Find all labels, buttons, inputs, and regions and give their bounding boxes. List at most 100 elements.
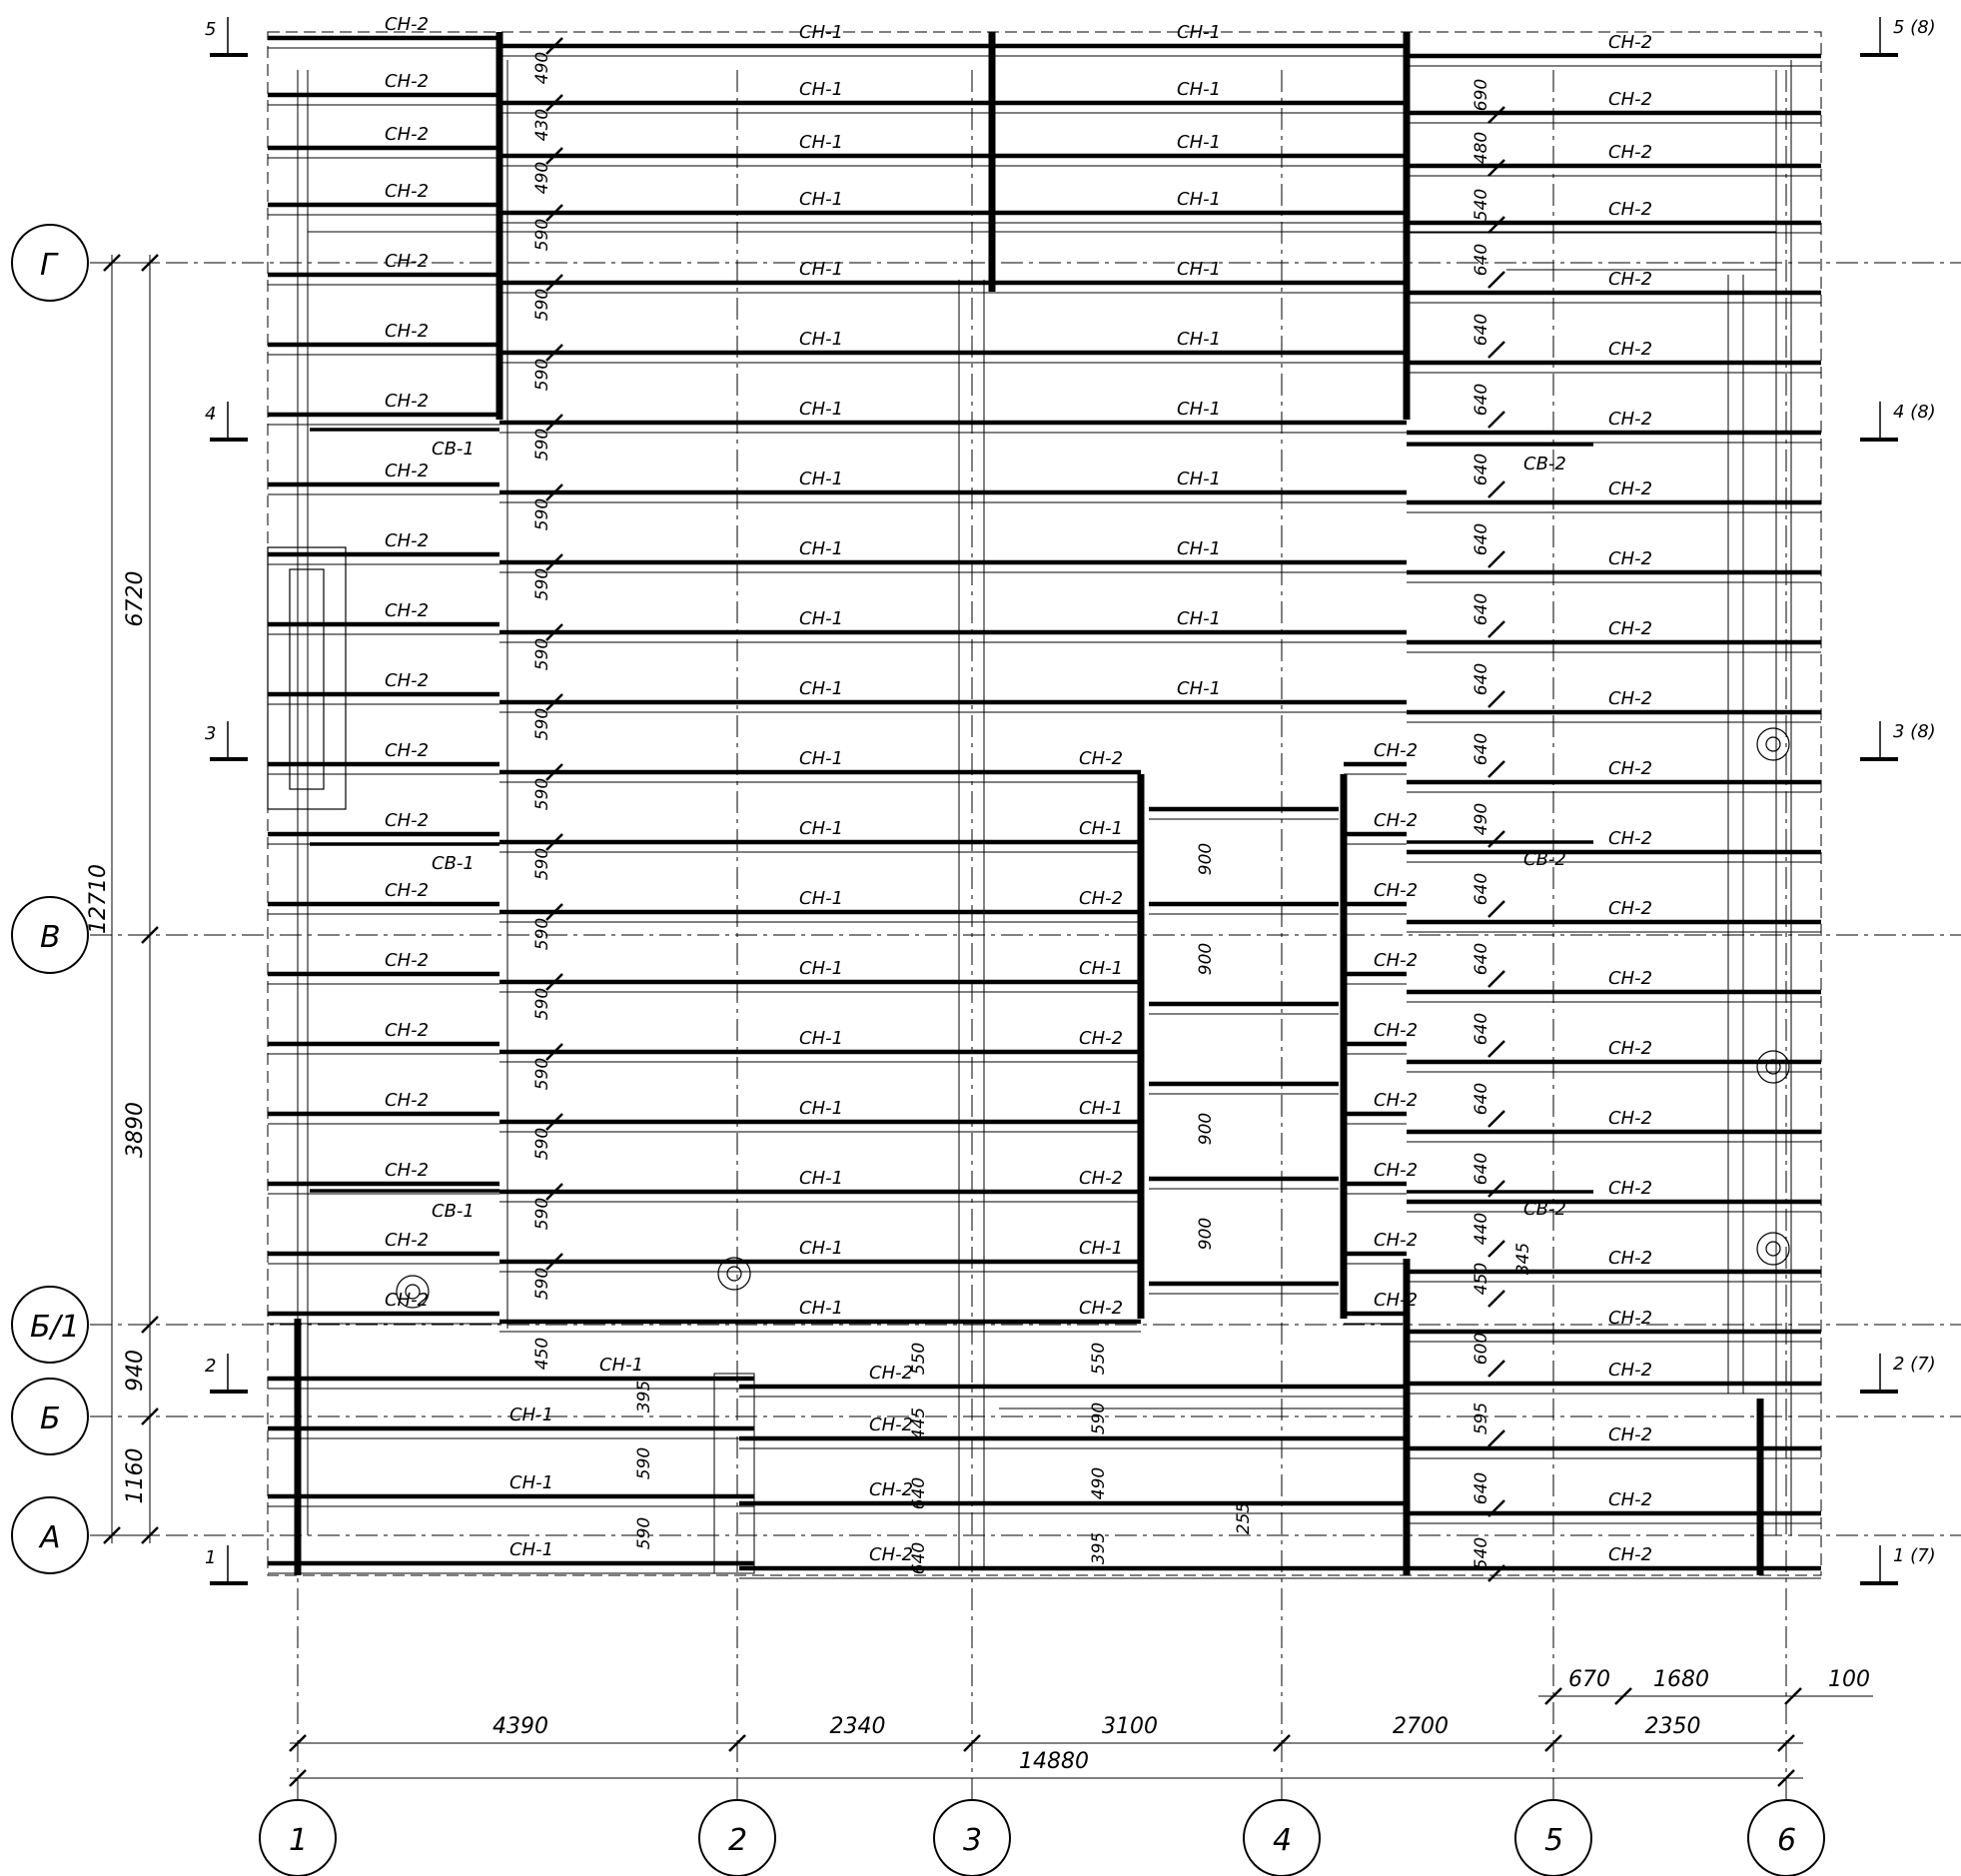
section-label-left: 3: [205, 723, 216, 744]
joist-label: СН-2: [1608, 968, 1652, 989]
dimension-tick: [141, 1407, 159, 1425]
section-label-left: 2: [205, 1356, 216, 1377]
spacing-label: 600: [1471, 1333, 1491, 1365]
joists: [268, 32, 1821, 1579]
joist-label: СН-1: [799, 329, 843, 350]
joist-label: СН-2: [869, 1363, 913, 1384]
spacing-label: 590: [532, 638, 552, 670]
joist-label: СН-1: [1177, 79, 1221, 100]
left-dimension: 940: [123, 1350, 148, 1392]
joist-label: СН-2: [1374, 950, 1418, 971]
spacing-label: 590: [532, 568, 552, 600]
joist-label: СН-2: [385, 530, 429, 551]
joist-label: СН-1: [799, 399, 843, 420]
spacing-label: 490: [1471, 803, 1491, 835]
sv-label: СВ-1: [432, 853, 475, 874]
joist-label: СН-2: [1608, 898, 1652, 919]
left-dimension: 1160: [123, 1448, 148, 1504]
dimension-lines: 490 430 490 590 590 590 590 590 590 590 590 590 590 5…: [86, 37, 1873, 1787]
span-dimension: 2700: [1393, 1714, 1449, 1739]
pipe-symbol: [1756, 1232, 1790, 1266]
left-dimension: 6720: [123, 571, 148, 627]
joist-label: СН-2: [1608, 1360, 1652, 1381]
joist-label: СН-2: [385, 14, 429, 35]
joist-label: СН-1: [799, 818, 843, 839]
section-marks: 5 5 (8) 4 4 (8) 3 3 (8) 2 2 (7) 1 1 (7): [205, 17, 1936, 1585]
dimension-tick: [289, 1769, 307, 1787]
spacing-tick: [545, 553, 563, 571]
row-bubble: [11, 1378, 89, 1455]
joist-label: СН-1: [799, 1298, 843, 1319]
joist-label: СН-1: [799, 189, 843, 210]
spacing-label: 640: [1471, 873, 1491, 905]
joist-label: СН-1: [799, 1098, 843, 1119]
column-bubble: [259, 1799, 337, 1876]
spacing-label: 640: [1471, 523, 1491, 555]
joist-label: СН-2: [1608, 478, 1652, 499]
spacing-label: 480: [1471, 132, 1491, 164]
joist-label: СН-1: [799, 608, 843, 629]
joist-label: СН-1: [1177, 469, 1221, 489]
spacing-tick: [1487, 1290, 1505, 1308]
spacing-tick: [545, 147, 563, 165]
column-bubble: [1747, 1799, 1825, 1876]
column-bubble: [933, 1799, 1011, 1876]
dimension-tick: [1544, 1687, 1562, 1705]
spacing-tick: [1487, 1240, 1505, 1258]
pipe-symbol-inner: [1765, 1241, 1781, 1257]
spacing-label: 395: [1089, 1532, 1109, 1564]
spacing-label: 450: [1471, 1263, 1491, 1295]
joist-label: СН-2: [869, 1544, 913, 1565]
joist-label: СН-2: [1608, 618, 1652, 639]
row-label: Б/1: [30, 1310, 80, 1345]
spacing-label: 255: [1234, 1502, 1254, 1534]
joist-label: СН-1: [799, 469, 843, 489]
section-label-right: 3 (8): [1893, 721, 1936, 742]
joist-label: СН-2: [385, 1020, 429, 1041]
joist-label: СН-2: [1374, 740, 1418, 761]
joist-label: СН-2: [1608, 688, 1652, 709]
spacing-tick: [545, 1183, 563, 1201]
joist-label: СН-1: [599, 1355, 643, 1376]
joist-label: СН-2: [1608, 32, 1652, 53]
joist-label: СН-2: [1608, 1038, 1652, 1059]
spacing-label: 590: [532, 498, 552, 530]
joist-label: СН-1: [799, 79, 843, 100]
joist-label: СН-2: [1608, 828, 1652, 849]
joist-label: СН-2: [385, 461, 429, 481]
column-label: 6: [1777, 1823, 1796, 1858]
spacing-label: 490: [532, 52, 552, 84]
spacing-tick: [545, 833, 563, 851]
spacing-tick: [545, 763, 563, 781]
joist-label: СН-1: [1177, 608, 1221, 629]
spacing-tick: [545, 204, 563, 222]
spacing-label: 590: [532, 1058, 552, 1090]
joist-label: СН-2: [1608, 1489, 1652, 1510]
spacing-label: 345: [1513, 1243, 1533, 1275]
joist-label: СН-2: [1608, 1424, 1652, 1445]
spacing-label: 640: [1471, 1013, 1491, 1045]
spacing-label: 590: [532, 1128, 552, 1160]
joist-label: СН-2: [1079, 1168, 1123, 1189]
spacing-label: 640: [1471, 1083, 1491, 1115]
row-bubble: [11, 1496, 89, 1574]
joist-label: СН-2: [1374, 880, 1418, 901]
joist-label: СН-1: [799, 259, 843, 280]
spacing-tick: [1487, 1180, 1505, 1198]
joist-label: СН-2: [1608, 1108, 1652, 1129]
joist-label: СН-1: [799, 888, 843, 909]
spacing-label: 640: [1471, 244, 1491, 276]
pipe-symbol-inner: [1765, 736, 1781, 752]
spacing-label: 450: [532, 1338, 552, 1370]
joist-label: СН-2: [1374, 1230, 1418, 1251]
dimension-tick: [1544, 1734, 1562, 1752]
joist-label: СН-2: [869, 1414, 913, 1435]
spacing-label: 540: [1471, 1537, 1491, 1569]
dimension-tick: [289, 1734, 307, 1752]
spacing-tick: [545, 623, 563, 641]
dimension-tick: [728, 1734, 746, 1752]
spacing-label: 640: [1471, 663, 1491, 695]
span-dimension: 4390: [492, 1714, 548, 1739]
section-label-left: 4: [205, 404, 216, 425]
